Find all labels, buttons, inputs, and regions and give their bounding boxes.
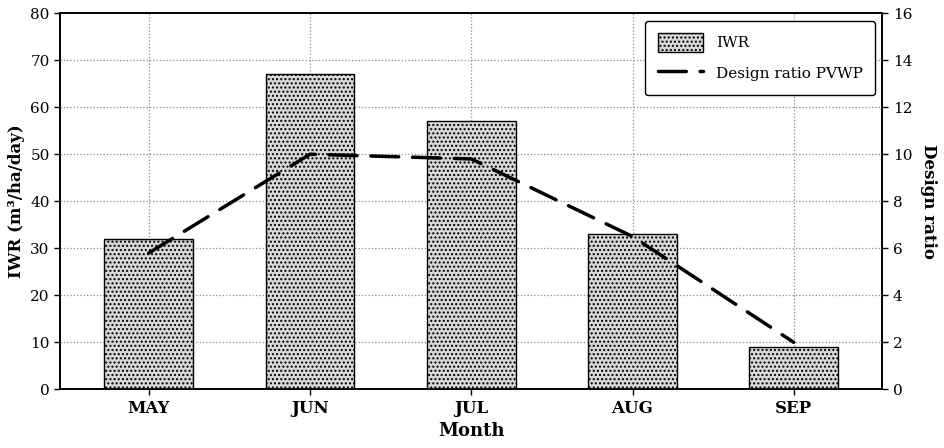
Bar [749,347,837,389]
Legend: IWR, Design ratio PVWP: IWR, Design ratio PVWP [645,21,874,95]
Y-axis label: IWR (m³/ha/day): IWR (m³/ha/day) [8,125,25,278]
X-axis label: Month: Month [438,422,504,440]
Bar [587,234,676,389]
Bar [105,239,193,389]
Bar [427,121,515,389]
Bar [265,74,354,389]
Y-axis label: Design ratio: Design ratio [919,144,936,258]
